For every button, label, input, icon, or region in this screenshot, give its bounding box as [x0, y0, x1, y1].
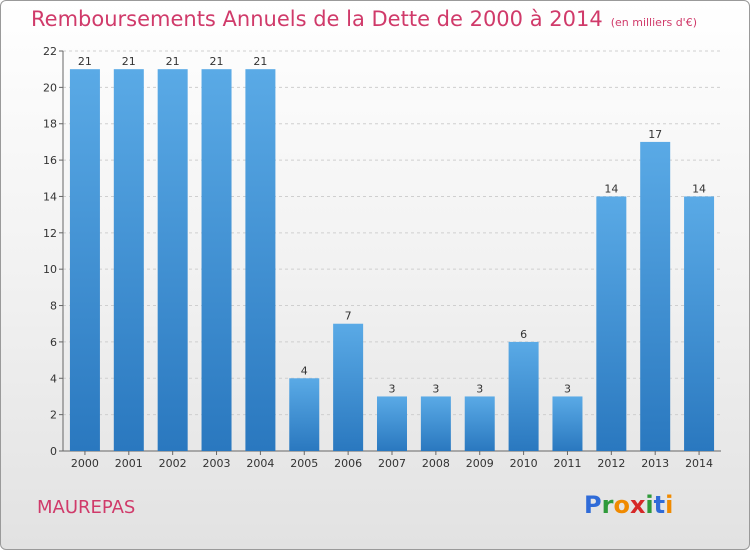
bar-2009: [464, 396, 495, 451]
data-label-2006: 7: [345, 310, 352, 323]
x-tick-label-2003: 2003: [203, 457, 231, 470]
data-label-2010: 6: [520, 328, 527, 341]
bar-2005: [289, 378, 320, 451]
y-tick-label: 2: [50, 409, 57, 422]
data-label-2005: 4: [301, 364, 308, 377]
bar-layer: [69, 69, 715, 451]
title-unit: (en milliers d'€): [610, 16, 697, 29]
y-tick-label: 8: [50, 300, 57, 313]
x-tick-label-2013: 2013: [641, 457, 669, 470]
data-label-2008: 3: [432, 382, 439, 395]
proxiti-logo: Proxiti: [584, 491, 673, 519]
logo-letter: t: [653, 491, 666, 519]
logo-letter: r: [601, 491, 614, 519]
y-tick-label: 16: [43, 154, 57, 167]
chart-title: Remboursements Annuels de la Dette de 20…: [31, 7, 697, 31]
y-tick-label: 12: [43, 227, 57, 240]
x-tick-label-2006: 2006: [334, 457, 362, 470]
data-label-2000: 21: [78, 55, 92, 68]
logo-letter: i: [665, 491, 674, 519]
logo-letter: i: [645, 491, 654, 519]
logo-letter: x: [629, 491, 646, 519]
y-tick-label: 0: [50, 445, 57, 458]
x-tick-label-2000: 2000: [71, 457, 99, 470]
bar-2007: [377, 396, 407, 451]
y-tick-label: 4: [50, 372, 57, 385]
axis-layer: 0 2 4 6 8 10 12 14 16 18 20 22 2000 2001 2002 2003 2004 2…: [43, 45, 721, 470]
data-label-2013: 17: [648, 128, 662, 141]
y-tick-label: 18: [43, 118, 57, 131]
x-tick-label-2012: 2012: [597, 457, 625, 470]
logo-letter: o: [613, 491, 630, 519]
y-tick-label: 10: [43, 263, 57, 276]
data-label-2011: 3: [564, 382, 571, 395]
x-tick-label-2008: 2008: [422, 457, 450, 470]
y-tick-label: 6: [50, 336, 57, 349]
bar-2000: [69, 69, 100, 451]
data-label-2004: 21: [253, 55, 267, 68]
bar-2010: [508, 341, 539, 451]
data-label-2003: 21: [210, 55, 224, 68]
bar-2003: [201, 69, 232, 451]
y-tick-label: 22: [43, 45, 57, 58]
x-tick-label-2011: 2011: [553, 457, 581, 470]
bar-2014: [684, 196, 715, 451]
data-label-2009: 3: [476, 382, 483, 395]
data-label-2001: 21: [122, 55, 136, 68]
title-text: Remboursements Annuels de la Dette de 20…: [31, 7, 603, 31]
data-label-2014: 14: [692, 182, 706, 195]
bar-2011: [552, 396, 583, 451]
bar-2002: [157, 69, 188, 451]
x-tick-label-2002: 2002: [159, 457, 187, 470]
x-tick-label-2001: 2001: [115, 457, 143, 470]
logo-letter: P: [584, 491, 602, 519]
data-label-2007: 3: [389, 382, 396, 395]
y-tick-label: 14: [43, 190, 57, 203]
label-layer: 21 21 21 21 21 4 7 3 3 3 6 3 14 17 14: [78, 55, 706, 395]
x-tick-label-2005: 2005: [290, 457, 318, 470]
bar-2013: [640, 141, 671, 451]
commune-name: MAUREPAS: [37, 497, 136, 518]
y-tick-label: 20: [43, 81, 57, 94]
bar-2012: [596, 196, 627, 451]
bar-2004: [245, 69, 276, 451]
x-tick-label-2004: 2004: [246, 457, 274, 470]
x-tick-label-2010: 2010: [510, 457, 538, 470]
bar-2008: [420, 396, 451, 451]
x-tick-label-2014: 2014: [685, 457, 713, 470]
data-label-2012: 14: [604, 182, 618, 195]
bar-2001: [113, 69, 144, 451]
x-tick-label-2007: 2007: [378, 457, 406, 470]
data-label-2002: 21: [166, 55, 180, 68]
x-tick-label-2009: 2009: [466, 457, 494, 470]
bar-2006: [333, 323, 364, 451]
